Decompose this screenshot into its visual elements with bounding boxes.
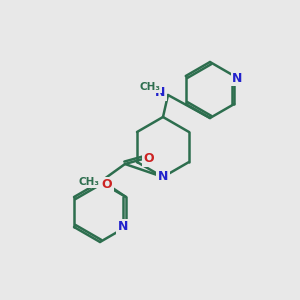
Text: N: N [232, 71, 242, 85]
Text: O: O [144, 152, 154, 166]
Text: N: N [155, 86, 165, 100]
Text: N: N [158, 170, 168, 184]
Text: O: O [102, 178, 112, 191]
Text: N: N [118, 220, 128, 233]
Text: CH₃: CH₃ [140, 82, 160, 92]
Text: CH₃: CH₃ [79, 177, 100, 187]
